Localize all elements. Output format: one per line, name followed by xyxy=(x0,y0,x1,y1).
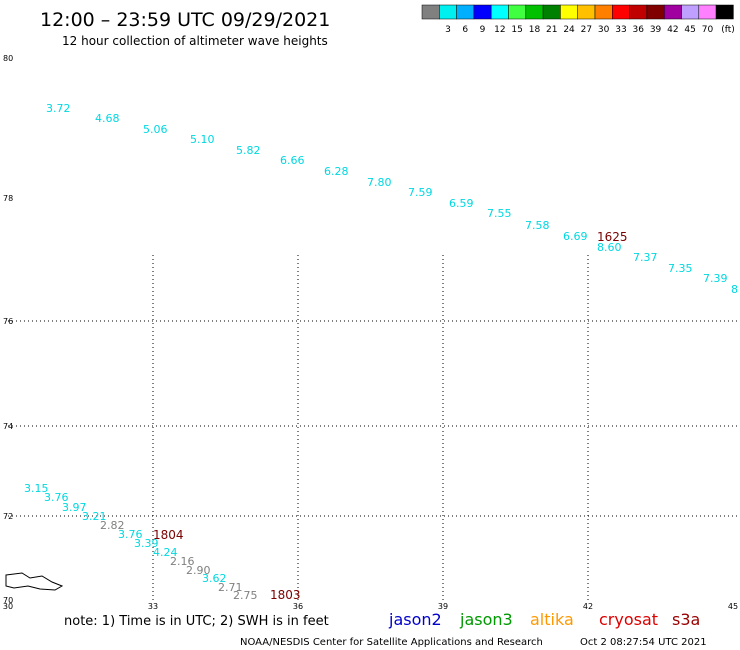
wave-height-label: 3.15 xyxy=(24,482,49,495)
pass-time-label: 1804 xyxy=(153,528,184,542)
map-grid xyxy=(8,255,740,600)
colorbar-label: 6 xyxy=(462,25,468,35)
wave-height-label: 7.59 xyxy=(408,186,433,199)
longitude-tick-label: 39 xyxy=(438,602,448,611)
satellite-legend-item: s3a xyxy=(672,610,700,629)
wave-height-label: 5.82 xyxy=(236,144,261,157)
colorbar-swatch xyxy=(663,4,682,20)
pass-time-label: 1803 xyxy=(270,588,301,602)
colorbar-label: 15 xyxy=(511,25,522,35)
wave-height-label: 6.69 xyxy=(563,230,588,243)
colorbar-label: 24 xyxy=(563,25,575,35)
wave-height-label: 2.16 xyxy=(170,555,195,568)
colorbar-swatch xyxy=(560,4,578,20)
wave-height-label: 6.59 xyxy=(449,197,474,210)
colorbar-label: 3 xyxy=(445,25,451,35)
wave-height-label: 7.37 xyxy=(633,251,658,264)
wave-height-label: 3.72 xyxy=(46,102,71,115)
wave-height-label: 7.39 xyxy=(703,272,728,285)
colorbar-swatch xyxy=(490,4,509,20)
colorbar-label: 27 xyxy=(581,25,592,35)
colorbar-label: 33 xyxy=(615,25,626,35)
longitude-tick-label: 30 xyxy=(3,602,13,611)
wave-height-label: 7.80 xyxy=(367,176,392,189)
footer-note: note: 1) Time is in UTC; 2) SWH is in fe… xyxy=(64,614,329,629)
wave-height-label: 3.62 xyxy=(202,572,227,585)
wave-height-label: 4.24 xyxy=(153,546,178,559)
pass-time-label: 1625 xyxy=(597,230,628,244)
page-subtitle: 12 hour collection of altimeter wave hei… xyxy=(62,34,328,48)
satellite-legend-item: cryosat xyxy=(599,610,658,629)
colorbar-swatch xyxy=(715,4,734,20)
colorbar-swatch xyxy=(508,4,527,20)
longitude-tick-label: 36 xyxy=(293,602,303,611)
colorbar-swatch xyxy=(629,4,648,20)
colorbar-swatch xyxy=(681,4,700,20)
colorbar-legend: 3 6 9 12 15 18 21 24 27 30 33 36 39 42 45 70 (ft) xyxy=(421,4,735,35)
latitude-tick-label: 74 xyxy=(3,422,13,431)
wave-height-label: 2.71 xyxy=(218,581,243,594)
wave-height-label: 3.76 xyxy=(44,491,69,504)
colorbar-swatch xyxy=(473,4,492,20)
page-title: 12:00 – 23:59 UTC 09/29/2021 xyxy=(40,9,330,31)
wave-height-label: 8.60 xyxy=(597,241,622,254)
coastline-shape xyxy=(5,572,64,591)
colorbar-label: 45 xyxy=(684,25,695,35)
wave-height-label: 3.76 xyxy=(118,528,143,541)
wave-height-label: 7.55 xyxy=(487,207,512,220)
colorbar-swatch xyxy=(594,4,613,20)
wave-height-label: 6.66 xyxy=(280,154,305,167)
longitude-tick-label: 33 xyxy=(148,602,158,611)
colorbar-label: 12 xyxy=(494,25,505,35)
wave-height-label: 7.35 xyxy=(668,262,693,275)
colorbar-label: 18 xyxy=(529,25,541,35)
axis-tick-labels: 30 33 36 39 42 45 70 72 74 76 78 80 xyxy=(3,54,738,611)
colorbar-swatch xyxy=(698,4,717,20)
wave-height-label: 2.90 xyxy=(186,564,211,577)
wave-height-label: 4.68 xyxy=(95,112,120,125)
wave-height-label: 5.06 xyxy=(143,123,168,136)
colorbar-label: 39 xyxy=(650,25,662,35)
satellite-legend-item: altika xyxy=(530,610,574,629)
colorbar-label: 36 xyxy=(633,25,645,35)
wave-height-label: 3.21 xyxy=(82,510,107,523)
colorbar-label: 30 xyxy=(598,25,610,35)
wave-height-label: 6.28 xyxy=(324,165,349,178)
latitude-tick-label: 70 xyxy=(3,596,13,605)
satellite-legend: jason2 jason3 altika cryosat s3a xyxy=(388,610,700,629)
longitude-tick-label: 42 xyxy=(583,602,593,611)
colorbar-label: 70 xyxy=(702,25,714,35)
colorbar-swatch xyxy=(421,4,440,20)
satellite-legend-item: jason2 xyxy=(388,610,442,629)
latitude-tick-label: 80 xyxy=(3,54,13,63)
latitude-tick-label: 78 xyxy=(3,194,13,203)
colorbar-swatch xyxy=(542,4,561,20)
colorbar-swatch xyxy=(525,4,544,20)
footer-credit: NOAA/NESDIS Center for Satellite Applica… xyxy=(240,637,543,648)
latitude-tick-label: 72 xyxy=(3,512,13,521)
colorbar-swatch xyxy=(577,4,596,20)
colorbar-label: 9 xyxy=(480,25,486,35)
colorbar-swatch xyxy=(439,4,457,20)
colorbar-label: 21 xyxy=(546,25,557,35)
colorbar-swatch xyxy=(456,4,475,20)
colorbar-swatch xyxy=(646,4,665,20)
wave-height-label: 5.10 xyxy=(190,133,215,146)
wave-height-label: 3.97 xyxy=(62,501,87,514)
wave-height-label: 2.75 xyxy=(233,589,258,602)
longitude-tick-label: 45 xyxy=(728,602,738,611)
wave-height-label: 3.39 xyxy=(134,537,159,550)
latitude-tick-label: 76 xyxy=(3,317,13,326)
wave-height-label: 8 xyxy=(731,283,738,296)
wave-height-tracks: 3.72 4.68 5.06 5.10 5.82 6.66 6.28 7.80 7.59 6.59… xyxy=(24,102,738,602)
satellite-legend-item: jason3 xyxy=(459,610,513,629)
colorbar-swatch xyxy=(612,4,630,20)
footer-timestamp: Oct 2 08:27:54 UTC 2021 xyxy=(580,637,707,648)
wave-height-label: 7.58 xyxy=(525,219,550,232)
wave-height-label: 2.82 xyxy=(100,519,125,532)
colorbar-unit: (ft) xyxy=(721,25,735,35)
colorbar-label: 42 xyxy=(667,25,678,35)
